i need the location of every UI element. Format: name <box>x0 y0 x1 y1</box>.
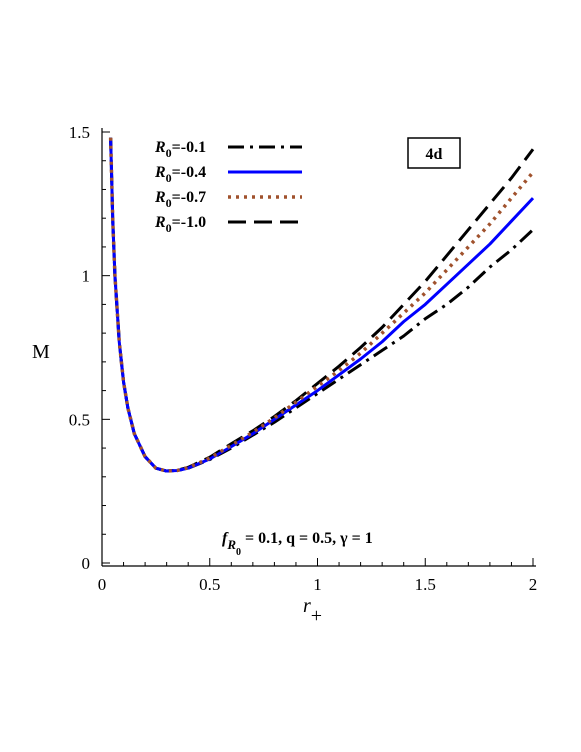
x-tick-label: 2 <box>529 575 538 594</box>
annot-rest: = 0.1, q = 0.5, γ = 1 <box>241 530 373 547</box>
annot-f-sub: R <box>226 537 236 552</box>
y-axis-label: M <box>32 341 50 363</box>
legend-entry-label: R0=-0.1 <box>154 139 206 160</box>
tick-labels: 0 0.5 1 1.5 2 0 0.5 1 1.5 <box>69 123 538 594</box>
y-tick-label: 0.5 <box>69 410 90 429</box>
annot-f: f <box>222 530 229 547</box>
x-tick-label: 1 <box>313 575 322 594</box>
x-tick-label: 0.5 <box>199 575 220 594</box>
y-tick-label: 1.5 <box>69 123 90 142</box>
x-axis-label: r+ <box>303 595 322 627</box>
ticks <box>101 131 534 566</box>
x-tick-label: 1.5 <box>415 575 436 594</box>
annot-f-subsub: 0 <box>236 547 241 558</box>
y-tick-label: 1 <box>82 267 91 286</box>
x-axis-label-main: r <box>303 595 311 617</box>
parameter-annotation: fR0 = 0.1, q = 0.5, γ = 1 <box>222 530 373 558</box>
legend: R0=-0.1 R0=-0.4 R0=-0.7 R0=-1.0 <box>154 139 302 235</box>
panel-label-box: 4d <box>407 137 461 169</box>
series-line--0_4 <box>109 137 535 473</box>
series-line--1_0 <box>109 137 535 473</box>
series-line--0_7 <box>108 137 535 473</box>
panel-label: 4d <box>426 146 443 163</box>
legend-entry-label: R0=-0.4 <box>154 164 206 185</box>
x-tick-label: 0 <box>98 575 107 594</box>
series-group <box>108 137 535 473</box>
legend-entry-label: R0=-1.0 <box>154 214 206 235</box>
legend-entry-label: R0=-0.7 <box>154 189 206 210</box>
x-axis-label-sub: + <box>311 605 322 627</box>
y-tick-label: 0 <box>82 554 91 573</box>
series-line--0_1 <box>109 137 535 473</box>
